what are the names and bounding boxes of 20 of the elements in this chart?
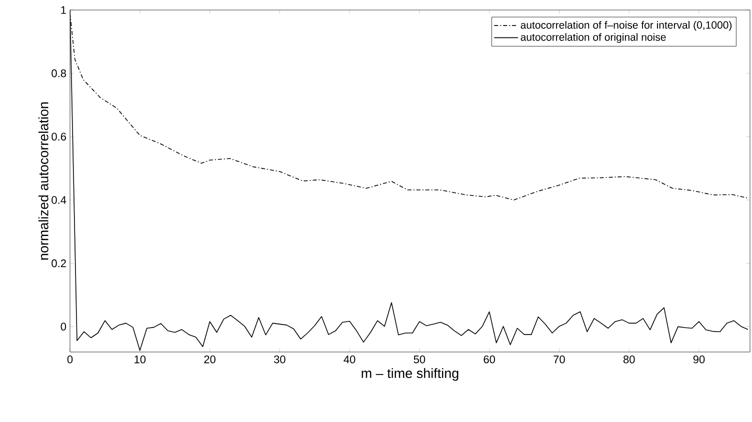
x-tick-label: 90 — [693, 356, 705, 364]
x-tick-label: 50 — [414, 356, 426, 364]
x-tick-label: 80 — [623, 356, 635, 364]
x-tick-label: 70 — [554, 356, 565, 364]
x-tick-label: 0 — [67, 356, 73, 364]
y-axis-title: normalized autocorrelation — [38, 102, 48, 260]
x-tick-label: 10 — [134, 356, 146, 364]
y-tick-label: 0.6 — [52, 132, 66, 141]
x-tick-label: 60 — [484, 356, 496, 364]
x-axis-title: m – time shifting — [362, 368, 458, 381]
x-tick-label: 40 — [344, 356, 356, 364]
x-tick-label: 20 — [204, 356, 216, 364]
y-tick-label: 0.8 — [52, 69, 66, 78]
x-tick-label: 30 — [274, 356, 286, 364]
legend-label: autocorrelation of original noise — [520, 33, 666, 43]
y-tick-label: 0.4 — [52, 196, 66, 204]
y-tick-label: 1 — [61, 6, 66, 14]
y-tick-label: 0.2 — [52, 259, 66, 268]
y-tick-label: 0 — [60, 322, 66, 331]
legend-label: autocorrelation of f–noise for interval (0,1000) — [520, 21, 732, 31]
